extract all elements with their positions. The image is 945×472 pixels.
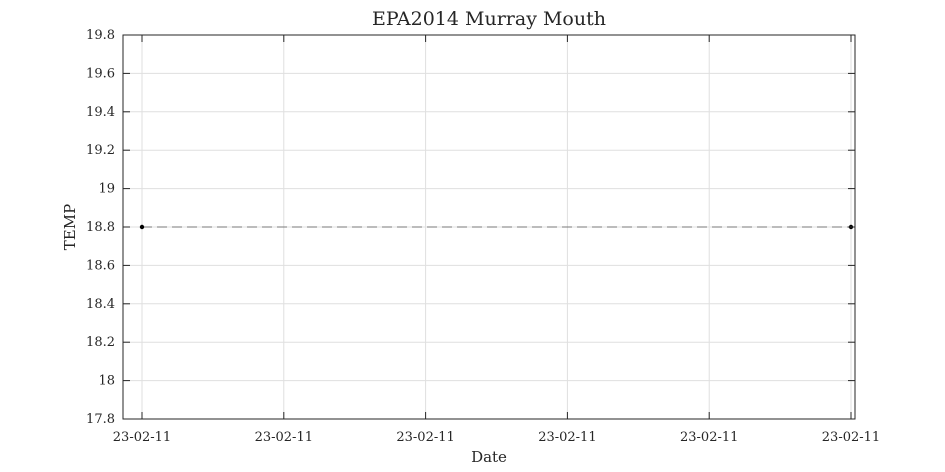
y-tick-label: 19.6 [86, 66, 115, 81]
y-axis-label: TEMP [61, 204, 79, 250]
x-tick-labels: 23-02-11 23-02-11 23-02-11 23-02-11 23-02-11… [113, 430, 880, 445]
x-tick-label: 23-02-11 [113, 430, 171, 445]
y-tick-label: 18 [98, 374, 115, 389]
y-tick-label: 18.4 [86, 297, 115, 312]
x-tick-label: 23-02-11 [680, 430, 738, 445]
y-tick-label: 18.6 [86, 258, 115, 273]
y-tick-label: 17.8 [86, 412, 115, 427]
axis-ticks [123, 34, 855, 420]
y-tick-label: 19 [98, 182, 115, 197]
x-axis-label: Date [471, 448, 507, 466]
y-tick-labels: 17.8 18 18.2 18.4 18.6 18.8 19 19.2 19.4 19.6 19.8 [86, 28, 115, 427]
y-tick-label: 18.8 [86, 220, 115, 235]
y-tick-label: 19.8 [86, 28, 115, 43]
chart-title: EPA2014 Murray Mouth [372, 8, 606, 30]
y-tick-label: 19.2 [86, 143, 115, 158]
x-tick-label: 23-02-11 [822, 430, 880, 445]
data-point [139, 224, 145, 230]
y-tick-label: 19.4 [86, 105, 115, 120]
series-layer [139, 224, 854, 230]
x-tick-label: 23-02-11 [396, 430, 454, 445]
y-tick-label: 18.2 [86, 335, 115, 350]
x-tick-label: 23-02-11 [538, 430, 596, 445]
x-tick-label: 23-02-11 [255, 430, 313, 445]
